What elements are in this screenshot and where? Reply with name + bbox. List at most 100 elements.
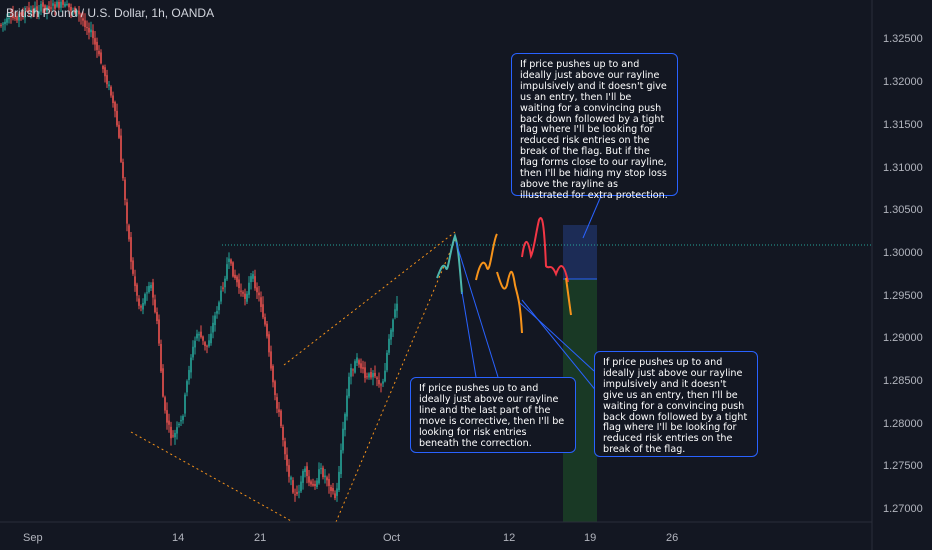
- candle-body: [292, 480, 294, 493]
- candle-body: [74, 7, 76, 14]
- candle-body: [174, 432, 176, 438]
- candle-body: [352, 369, 354, 371]
- candle-body: [334, 493, 336, 499]
- candle-body: [296, 492, 298, 494]
- candle-body: [300, 481, 302, 492]
- price-tick: 1.30500: [883, 204, 923, 216]
- candle-body: [242, 292, 244, 294]
- projection-path-orange-down[interactable]: [496, 270, 523, 334]
- price-axis[interactable]: 1.32500 1.32000 1.31500 1.31000 1.30500 …: [871, 0, 923, 550]
- candle-body: [254, 276, 256, 289]
- candle-body: [172, 435, 174, 437]
- candle-body: [156, 311, 158, 322]
- candle-body: [180, 420, 182, 422]
- callout-left[interactable]: If price pushes up to and ideally just a…: [410, 377, 576, 453]
- candle-body: [166, 410, 168, 423]
- upper-wedge-trendline[interactable]: [283, 231, 456, 366]
- projection-path-red[interactable]: [521, 217, 569, 283]
- candle-body: [274, 381, 276, 396]
- candle-body: [258, 292, 260, 296]
- candle-body: [212, 322, 214, 333]
- candle-body: [54, 4, 56, 9]
- callout-pointers: [455, 195, 602, 393]
- candle-body: [76, 11, 78, 13]
- candle-body: [310, 481, 312, 485]
- lower-trendline-left[interactable]: [130, 431, 294, 523]
- candle-body: [346, 395, 348, 417]
- candle-body: [330, 487, 332, 491]
- candle-body: [230, 259, 232, 264]
- candle-body: [64, 3, 66, 7]
- candle-body: [222, 287, 224, 289]
- candle-body: [194, 340, 196, 348]
- candle-body: [136, 284, 138, 296]
- candle-body: [286, 454, 288, 466]
- candle-body: [152, 282, 154, 298]
- candle-body: [342, 428, 344, 451]
- candle-body: [92, 30, 94, 39]
- symbol-title[interactable]: British Pound / U.S. Dollar, 1h, OANDA: [6, 6, 215, 20]
- candle-body: [318, 469, 320, 484]
- lower-wedge-trendline[interactable]: [335, 239, 456, 523]
- candle-body: [80, 14, 82, 18]
- wedge-trendlines[interactable]: [130, 231, 456, 523]
- candle-body: [106, 75, 108, 85]
- candle-body: [196, 333, 198, 339]
- candle-body: [14, 17, 16, 19]
- candle-body: [308, 476, 310, 483]
- candle-body: [160, 344, 162, 372]
- candle-body: [40, 4, 42, 12]
- candle-body: [282, 426, 284, 440]
- candle-body: [44, 5, 46, 11]
- candlesticks: [0, 0, 398, 502]
- candle-body: [72, 10, 74, 12]
- candle-body: [88, 27, 90, 33]
- callout-top[interactable]: If price pushes up to and ideally just a…: [511, 53, 678, 201]
- candle-body: [392, 319, 394, 332]
- time-tick: 14: [172, 532, 184, 544]
- candle-body: [214, 315, 216, 326]
- candle-body: [226, 264, 228, 280]
- candle-body: [102, 65, 104, 70]
- candle-body: [8, 17, 10, 20]
- candle-body: [288, 465, 290, 477]
- candle-body: [364, 367, 366, 378]
- projection-path-orange-up[interactable]: [475, 233, 498, 281]
- candle-body: [120, 135, 122, 162]
- candle-body: [348, 376, 350, 397]
- candle-body: [128, 225, 130, 240]
- candle-body: [146, 292, 148, 294]
- candle-body: [354, 361, 356, 373]
- projection-path-teal[interactable]: [436, 232, 463, 295]
- candle-body: [238, 279, 240, 289]
- stop-loss-zone: [563, 225, 597, 279]
- candle-body: [32, 9, 34, 14]
- candle-body: [20, 13, 22, 15]
- candle-body: [338, 471, 340, 491]
- candle-body: [138, 298, 140, 306]
- candle-body: [4, 21, 6, 25]
- candle-body: [16, 15, 18, 21]
- candle-body: [332, 488, 334, 492]
- candle-body: [382, 381, 384, 384]
- time-tick: Oct: [383, 532, 400, 544]
- candle-body: [328, 478, 330, 486]
- candle-body: [200, 331, 202, 338]
- candle-body: [252, 274, 254, 279]
- time-axis[interactable]: Sep 14 21 Oct 12 19 26: [0, 521, 872, 544]
- candle-body: [260, 297, 262, 307]
- candle-body: [2, 23, 4, 25]
- candle-body: [10, 15, 12, 17]
- candle-body: [236, 276, 238, 283]
- candle-body: [190, 357, 192, 373]
- candle-body: [376, 377, 378, 379]
- candle-body: [356, 357, 358, 363]
- candle-body: [30, 9, 32, 14]
- candle-body: [162, 368, 164, 397]
- candle-body: [18, 14, 20, 21]
- candle-body: [34, 7, 36, 12]
- projection-path-breakdown[interactable]: [565, 277, 572, 316]
- candle-body: [48, 6, 50, 10]
- callout-right[interactable]: If price pushes up to and ideally just a…: [594, 351, 758, 457]
